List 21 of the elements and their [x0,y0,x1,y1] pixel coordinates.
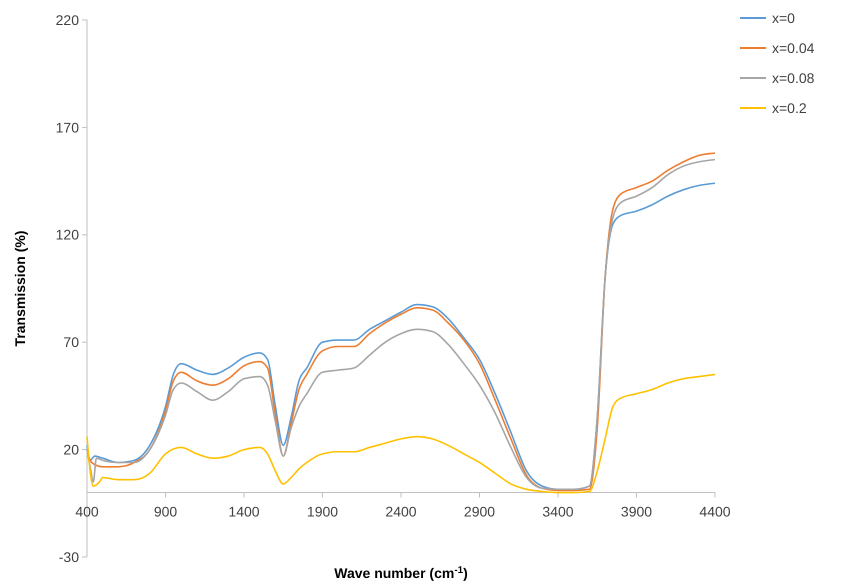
x-tick-label: 4400 [699,504,731,520]
legend-label: x=0.2 [772,100,807,116]
x-tick-label: 2400 [385,504,417,520]
legend-label: x=0 [772,10,796,26]
x-tick-label: 1400 [228,504,260,520]
y-tick-label: 120 [56,226,80,243]
x-tick-label: 2900 [464,504,496,520]
x-tick-label: 3400 [542,504,574,520]
y-tick-label: 20 [63,442,80,458]
x-tick-label: 400 [75,504,99,520]
x-tick-label: 3900 [620,504,652,520]
legend-label: x=0.04 [772,40,815,56]
x-axis-title: Wave number (cm$^{-1}$) [334,564,468,581]
y-axis-title: Transmission (%) [12,230,28,346]
x-tick-label: 1900 [306,504,338,520]
y-tick-label: 220 [56,12,80,28]
legend-label: x=0.08 [772,70,815,86]
y-tick-label: -30 [58,548,80,565]
y-tick-label: 170 [56,119,80,136]
y-tick-label: 70 [63,334,80,350]
x-tick-label: 900 [154,504,178,520]
